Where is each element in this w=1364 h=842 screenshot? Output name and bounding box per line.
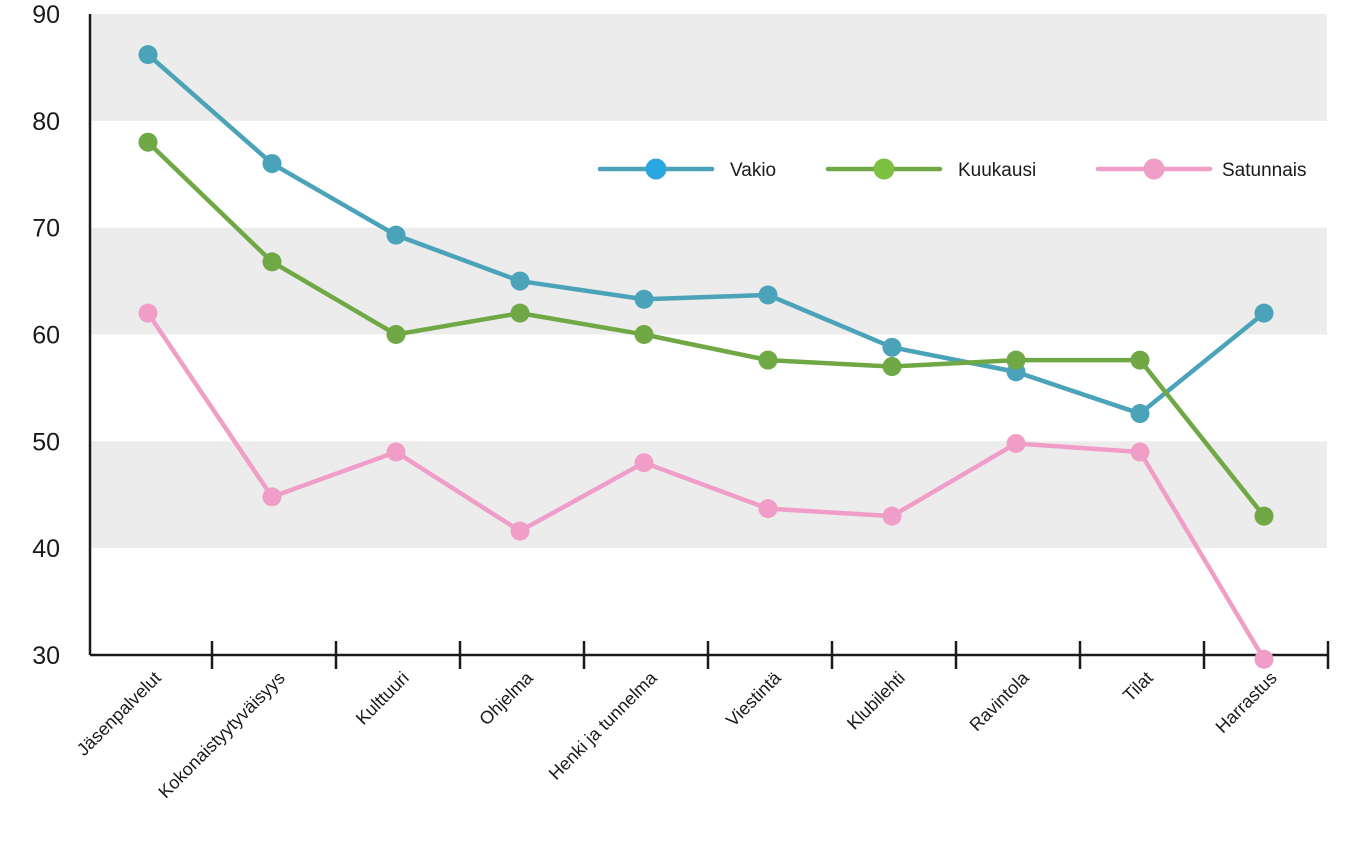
legend-label-vakio: Vakio: [730, 160, 776, 181]
data-point-kuukausi: [1130, 350, 1150, 370]
data-point-satunnais: [634, 453, 654, 473]
x-category-label: Klubilehti: [843, 668, 909, 734]
data-point-vakio: [758, 285, 778, 305]
x-category-label: Ravintola: [966, 667, 1034, 735]
data-point-kuukausi: [1006, 350, 1026, 370]
data-point-kuukausi: [1254, 506, 1274, 526]
data-point-satunnais: [1130, 442, 1150, 462]
series-points: [138, 45, 1274, 669]
data-point-vakio: [1130, 404, 1150, 424]
data-point-satunnais: [1254, 649, 1274, 669]
x-category-label: Kulttuuri: [352, 668, 413, 729]
x-category-label: Viestintä: [722, 667, 785, 730]
data-point-kuukausi: [634, 325, 654, 344]
data-point-satunnais: [386, 442, 406, 462]
y-tick-label: 80: [32, 108, 60, 136]
y-tick-label: 90: [32, 1, 60, 29]
data-point-satunnais: [882, 506, 902, 526]
data-point-satunnais: [1006, 433, 1026, 453]
data-point-kuukausi: [262, 252, 282, 272]
y-tick-label: 70: [32, 215, 60, 243]
series-line-satunnais: [145, 310, 1267, 662]
series-lines: [145, 52, 1267, 662]
data-point-satunnais: [758, 499, 778, 519]
grid-band: [90, 14, 1327, 121]
series-line-kuukausi: [145, 139, 1267, 519]
y-axis-ticks: 30 40 50 60 70 80 90: [32, 1, 60, 670]
y-tick-label: 60: [32, 322, 60, 350]
data-point-vakio: [138, 45, 158, 65]
grid-band: [90, 227, 1327, 335]
data-point-satunnais: [262, 487, 282, 507]
legend-label-satunnais: Satunnais: [1222, 160, 1307, 181]
x-category-label: Jäsenpalvelut: [73, 668, 165, 760]
legend-marker-kuukausi: [873, 158, 895, 180]
x-category-label: Ohjelma: [475, 667, 537, 729]
data-point-vakio: [510, 271, 530, 291]
data-point-vakio: [386, 225, 406, 245]
grid-bands: [90, 14, 1327, 549]
legend-marker-vakio: [645, 158, 667, 180]
y-tick-label: 40: [32, 535, 60, 563]
x-category-label: Harrastus: [1212, 668, 1281, 737]
data-point-satunnais: [138, 303, 158, 323]
data-point-vakio: [634, 289, 654, 309]
data-point-satunnais: [510, 521, 530, 541]
data-point-vakio: [1254, 303, 1274, 323]
x-category-label: Kokonaistyytyväisyys: [154, 668, 288, 802]
grid-band: [90, 441, 1327, 549]
data-point-vakio: [882, 337, 902, 357]
data-point-kuukausi: [758, 350, 778, 370]
data-point-kuukausi: [386, 325, 406, 344]
y-tick-label: 30: [32, 642, 60, 670]
legend-label-kuukausi: Kuukausi: [958, 160, 1036, 181]
data-point-kuukausi: [138, 132, 158, 152]
data-point-kuukausi: [510, 303, 530, 323]
data-point-vakio: [262, 154, 282, 174]
x-category-label: Henki ja tunnelma: [545, 667, 662, 784]
legend-marker-satunnais: [1143, 158, 1165, 180]
legend: Vakio Kuukausi Satunnais: [597, 158, 1307, 181]
x-category-label: Tilat: [1119, 668, 1157, 706]
y-tick-label: 50: [32, 428, 60, 456]
series-line-vakio: [145, 52, 1267, 416]
data-point-kuukausi: [882, 357, 902, 377]
